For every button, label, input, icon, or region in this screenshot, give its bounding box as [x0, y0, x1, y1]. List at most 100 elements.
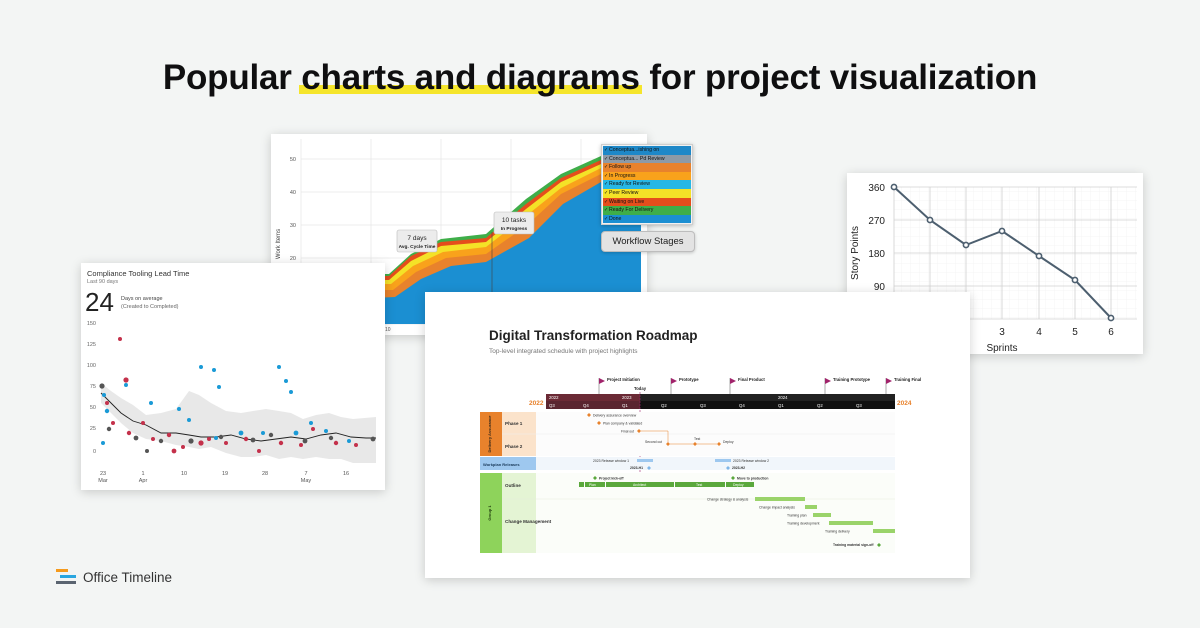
stage-label: Done [609, 215, 622, 222]
cfd-callout-days: 7 days [407, 235, 427, 242]
stage-item[interactable]: Conceptua...ishing on [603, 146, 691, 155]
roadmap-task: Delivery assurance overview [593, 414, 637, 418]
workflow-stages-legend: Conceptua...ishing on Conceptua... Pd Re… [601, 144, 693, 226]
roadmap-year-left: 2022 [529, 400, 544, 407]
stage-item[interactable]: In Progress [603, 171, 691, 181]
lead-ytick: 0 [93, 449, 96, 455]
burndown-point [962, 241, 970, 249]
burndown-point [1071, 276, 1079, 284]
stage-item[interactable]: Follow up [603, 163, 691, 172]
roadmap-quarter: Q2 [817, 403, 823, 408]
roadmap-swimlane-label: Workplan Releases [483, 462, 520, 467]
stage-item[interactable]: Done [603, 214, 691, 224]
roadmap-swimlane [480, 412, 502, 456]
roadmap-task: Training material sign-off [833, 543, 874, 547]
roadmap-row-label: Outline [505, 483, 521, 488]
burndown-point [1035, 252, 1043, 260]
lead-xtick-day: 28 [262, 471, 268, 477]
roadmap-card: Digital Transformation Roadmap Top-level… [425, 292, 970, 578]
headline: Popular charts and diagrams for project … [0, 58, 1200, 98]
roadmap-quarter: Q1 [622, 403, 628, 408]
stage-label: Conceptua... Pd Review [609, 155, 665, 162]
workflow-stages-button[interactable]: Workflow Stages [601, 231, 695, 252]
lead-time-chart-card: Compliance Tooling Lead Time Last 90 day… [81, 263, 385, 490]
roadmap-task: Training plan [787, 514, 807, 518]
cfd-callout-cycle [396, 229, 438, 253]
lead-xtick-month: May [301, 478, 312, 484]
stage-label: Ready for Review [609, 181, 650, 188]
lead-xtick-day: 16 [343, 471, 349, 477]
cfd-callout-wip [493, 211, 535, 235]
roadmap-year-band-label: 2023 [622, 395, 632, 400]
lead-ytick: 50 [90, 405, 96, 411]
burndown-point [998, 227, 1006, 235]
roadmap-swimlane-label: Group 1 [487, 505, 492, 521]
burndown-xtick: 5 [1072, 327, 1078, 338]
lead-xtick-day: 1 [141, 471, 144, 477]
stage-label: Conceptua...ishing on [609, 147, 660, 153]
roadmap-task: Project kick-off [599, 477, 624, 481]
roadmap-milestone: Training Final [894, 377, 921, 382]
burndown-xtick: 4 [1036, 327, 1042, 338]
roadmap-swimlane-label: Delivery Assurance [487, 415, 492, 453]
roadmap-year-band [546, 394, 895, 401]
lead-ytick: 100 [87, 363, 96, 369]
roadmap-year-right: 2024 [897, 400, 912, 407]
roadmap-task: Plan [589, 483, 596, 487]
stage-item[interactable]: Ready For Delivery [603, 206, 691, 215]
cfd-ylabel: Work Items [276, 229, 282, 259]
cfd-callout-tasks: 10 tasks [502, 217, 527, 224]
roadmap-quarter: Q1 [778, 403, 784, 408]
roadmap-year-band-label: 2024 [778, 395, 788, 400]
lead-time-desc: Days on average [121, 296, 163, 302]
roadmap-task: Training delivery [825, 530, 850, 534]
stage-label: Ready For Delivery [609, 207, 654, 214]
roadmap-task: Architect [633, 483, 646, 487]
lead-time-title: Compliance Tooling Lead Time [87, 269, 190, 278]
stage-item[interactable]: Ready for Review [603, 180, 691, 189]
burndown-ytick: 360 [868, 183, 885, 194]
lead-xtick-month: Mar [98, 478, 108, 484]
stage-label: Peer Review [609, 189, 639, 196]
roadmap-quarter: Q3 [700, 403, 706, 408]
burndown-point [1107, 314, 1115, 322]
burndown-xtick: 6 [1108, 327, 1114, 338]
cumulative-flow-chart: 0 10 20 30 40 50 Work Items 2018-09-03 2… [276, 139, 641, 333]
office-timeline-logo-icon [56, 569, 76, 584]
burndown-ylabel: Story Points [850, 226, 861, 280]
cfd-callout-days-sub: Avg. Cycle Time [399, 244, 436, 250]
lead-time-scatter: 150 125 100 75 50 25 0 23 [87, 321, 376, 484]
lead-xtick-day: 10 [181, 471, 187, 477]
cfd-ytick: 20 [290, 256, 296, 262]
roadmap-task: Training development [787, 522, 820, 526]
burndown-ytick: 180 [868, 249, 885, 260]
roadmap-year-band-label: 2022 [549, 395, 559, 400]
roadmap-task: Test [694, 437, 700, 441]
roadmap-task: 2023-H1 [630, 466, 643, 470]
roadmap-task: Deploy [723, 440, 734, 444]
lead-xtick-day: 7 [304, 471, 307, 477]
cumulative-flow-chart-card: 0 10 20 30 40 50 Work Items 2018-09-03 2… [271, 134, 647, 335]
burndown-chart: 360 270 180 90 Story Points 3 4 5 6 Spri… [850, 183, 1137, 354]
lead-ytick: 125 [87, 342, 96, 348]
burndown-ytick: 90 [874, 282, 886, 293]
burndown-xlabel: Sprints [986, 343, 1017, 354]
brand-name: Office Timeline [83, 570, 173, 585]
cfd-callout-tasks-sub: In Progress [501, 226, 528, 232]
roadmap-gantt: Project Initiation Prototype Final Produ… [480, 377, 921, 553]
burndown-ytick: 270 [868, 216, 885, 227]
stage-item[interactable]: Conceptua... Pd Review [603, 154, 691, 164]
burndown-point [890, 183, 898, 191]
stage-label: Follow up [609, 164, 632, 171]
roadmap-swimlane [480, 457, 536, 470]
burndown-point [926, 216, 934, 224]
lead-ytick: 150 [87, 321, 96, 327]
roadmap-task: Change impact analysis [759, 506, 795, 510]
lead-time-desc-sub: (Created to Completed) [121, 304, 179, 310]
roadmap-subtitle: Top-level integrated schedule with proje… [489, 348, 638, 355]
stage-item[interactable]: Peer Review [603, 188, 691, 198]
roadmap-task: Second cut [645, 440, 662, 444]
stage-item[interactable]: Waiting on Live [603, 197, 691, 207]
roadmap-task: Final out [621, 430, 634, 434]
roadmap-milestone: Project Initiation [607, 377, 640, 382]
